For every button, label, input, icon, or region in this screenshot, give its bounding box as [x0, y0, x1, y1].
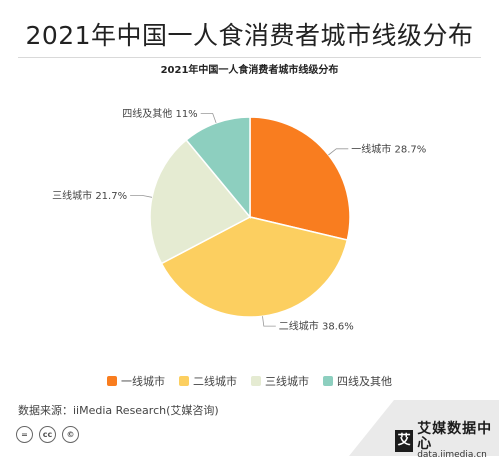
brand-logo-icon: 艾 — [395, 430, 414, 453]
legend-item-tier2[interactable]: 二线城市 — [179, 373, 237, 389]
leader-line — [262, 316, 276, 327]
brand-name: 艾媒数据中心 — [417, 421, 493, 452]
brand-text: 艾媒数据中心 data.iimedia.cn — [417, 422, 499, 461]
legend: 一线城市 二线城市 三线城市 四线及其他 — [0, 373, 499, 389]
leader-line — [130, 194, 153, 198]
legend-swatch — [107, 376, 117, 386]
label-tier2: 二线城市 38.6% — [279, 320, 354, 333]
legend-swatch — [323, 376, 333, 386]
label-tier4: 四线及其他 11% — [122, 107, 197, 120]
title-divider — [18, 57, 481, 58]
cc-icon: cc — [39, 426, 56, 443]
leader-line — [200, 113, 217, 124]
legend-swatch — [179, 376, 189, 386]
legend-swatch — [251, 376, 261, 386]
label-tier3: 三线城市 21.7% — [52, 189, 127, 202]
legend-item-tier1[interactable]: 一线城市 — [107, 373, 165, 389]
slice-tier3[interactable] — [149, 138, 252, 265]
source-note: 数据来源：iiMedia Research(艾媒咨询) — [18, 404, 219, 417]
legend-item-tier3[interactable]: 三线城市 — [251, 373, 309, 389]
license-icons: = cc © — [16, 426, 79, 443]
copyright-icon: © — [62, 426, 79, 443]
nd-icon: = — [16, 426, 33, 443]
legend-label: 四线及其他 — [337, 375, 392, 388]
legend-label: 三线城市 — [265, 375, 309, 388]
brand-url: data.iimedia.cn — [417, 450, 487, 461]
legend-label: 一线城市 — [121, 375, 165, 388]
legend-item-tier4[interactable]: 四线及其他 — [323, 373, 392, 389]
legend-label: 二线城市 — [193, 375, 237, 388]
slice-tier4[interactable] — [185, 116, 251, 220]
page-title: 2021年中国一人食消费者城市线级分布 — [25, 21, 474, 50]
brand-logo-block: 艾 艾媒数据中心 data.iimedia.cn — [395, 422, 499, 461]
label-tier1: 一线城市 28.7% — [351, 142, 426, 155]
chart-title: 2021年中国一人食消费者城市线级分布 — [160, 65, 339, 76]
leader-line — [328, 148, 349, 156]
